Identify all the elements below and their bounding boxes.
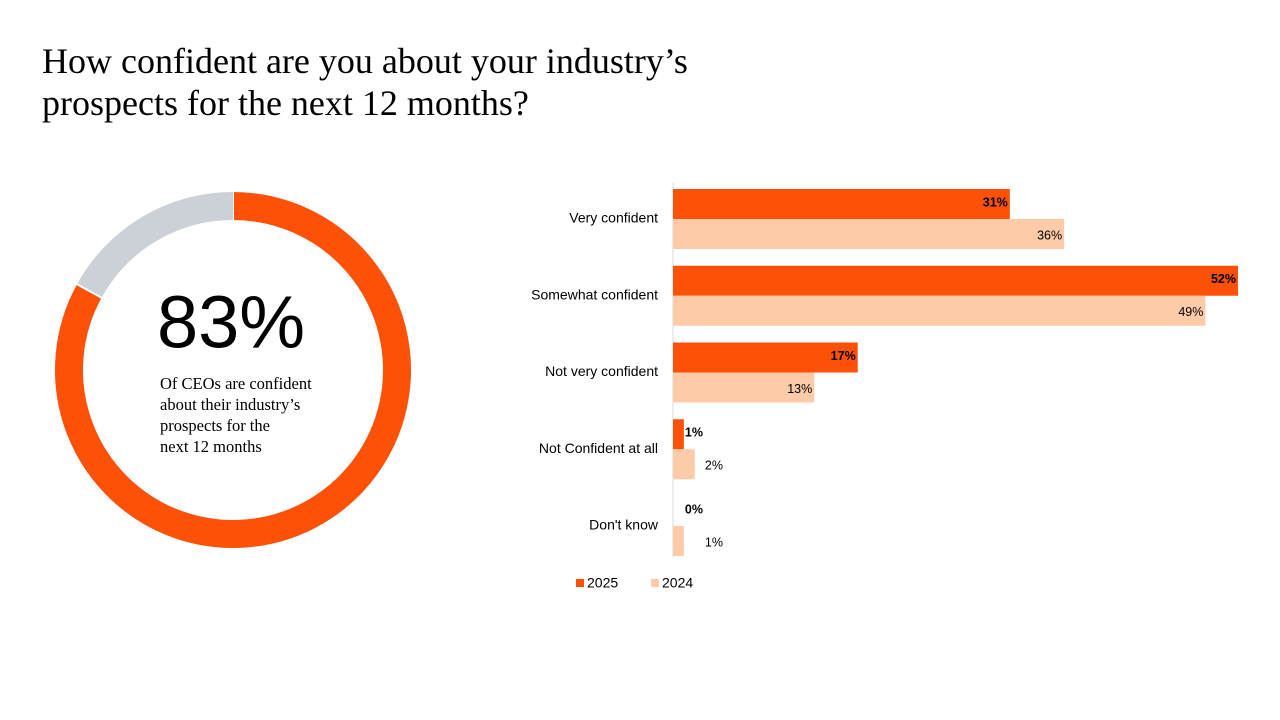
segment-separator <box>75 282 103 300</box>
data-label: 1% <box>685 426 703 440</box>
bar <box>673 419 684 450</box>
data-label: 13% <box>787 382 812 396</box>
caption: about their industry’s <box>160 395 300 414</box>
bar <box>673 372 815 403</box>
legend-label: 2024 <box>662 575 693 591</box>
legend-swatch <box>576 579 584 587</box>
data-label: 1% <box>705 535 723 549</box>
bar <box>673 526 684 556</box>
data-label: 52% <box>1211 272 1236 286</box>
data-label: 2% <box>705 459 723 473</box>
caption: prospects for the <box>160 416 270 435</box>
data-label: 31% <box>983 195 1008 209</box>
data-label: 36% <box>1037 228 1062 242</box>
bar <box>673 189 1010 219</box>
bar <box>673 295 1206 326</box>
data-label: 17% <box>831 349 856 363</box>
category-label: Not very confident <box>545 363 658 379</box>
legend-label: 2025 <box>587 575 618 591</box>
bar <box>673 342 858 373</box>
category-label: Somewhat confident <box>531 286 658 302</box>
category-label: Very confident <box>569 210 658 226</box>
data-label: 0% <box>685 502 703 516</box>
caption: next 12 months <box>160 437 262 456</box>
donut-segment <box>55 192 411 548</box>
caption: Of CEOs are confident <box>160 374 312 393</box>
category-label: Not Confident at all <box>539 440 658 456</box>
slide-title: How confident are you about your industr… <box>42 41 688 123</box>
donut-segment <box>77 192 234 298</box>
bar <box>673 449 695 480</box>
bar <box>673 219 1065 249</box>
legend-swatch <box>651 579 659 587</box>
category-label: Don't know <box>589 517 659 533</box>
bar <box>673 265 1238 296</box>
data-label: 49% <box>1178 305 1203 319</box>
center-value: 83% <box>157 281 305 364</box>
